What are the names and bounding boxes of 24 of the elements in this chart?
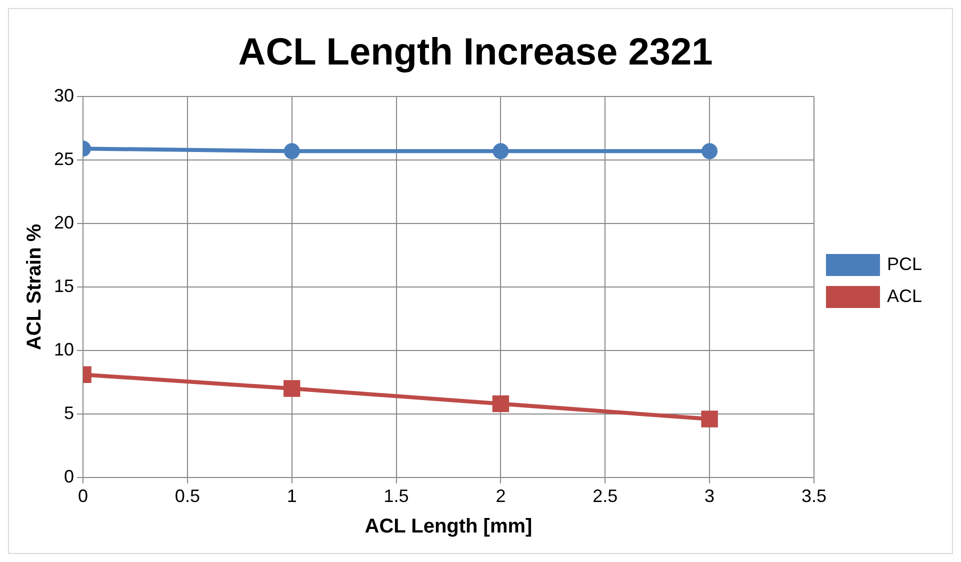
x-tick-label: 1 [286, 486, 297, 506]
y-tick-label: 0 [64, 466, 74, 486]
x-tick-label: 3 [704, 486, 715, 506]
legend-label: ACL [886, 286, 922, 306]
x-tick-label: 2.5 [592, 486, 618, 506]
y-tick-label: 15 [54, 276, 74, 296]
point [492, 143, 509, 160]
x-tick-label: 3.5 [801, 486, 826, 506]
x-tick-label: 0.5 [174, 486, 200, 506]
legend-label: PCL [886, 254, 922, 274]
x-tick-label: 2 [496, 486, 506, 506]
x-tick-label: 0 [78, 486, 88, 506]
chart-title: ACL Length Increase 2321 [238, 31, 713, 74]
point [702, 143, 718, 160]
y-tick-label: 25 [54, 149, 74, 170]
y-tick-label: 20 [54, 212, 74, 232]
y-tick-label: 5 [64, 402, 74, 423]
x-axis-title: ACL Length [mm] [364, 516, 532, 538]
point [492, 395, 510, 412]
y-tick-label: 30 [54, 86, 74, 106]
y-tick-label: 10 [54, 339, 74, 360]
x-tick-label: 1.5 [384, 486, 409, 506]
y-axis-title: ACL Strain % [24, 224, 46, 350]
point [701, 410, 718, 428]
